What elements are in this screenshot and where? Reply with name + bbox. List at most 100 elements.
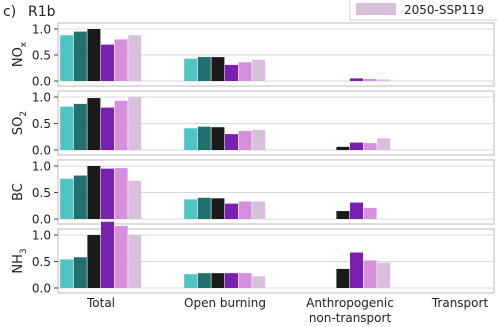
y-axis-label: NH3 (11, 248, 29, 273)
bar (184, 128, 198, 150)
y-axis-label-subscript: x (19, 41, 29, 47)
bar (377, 79, 391, 81)
bar (350, 78, 363, 81)
bar (238, 130, 252, 150)
chart-title: R1b (28, 4, 56, 20)
bar (252, 59, 266, 81)
bar (184, 274, 198, 288)
y-axis-label: BC (11, 183, 26, 201)
bar (197, 126, 211, 150)
y-axis-label-main: NO (11, 47, 26, 67)
y-tick-label: 0.5 (32, 255, 51, 269)
bar (377, 262, 391, 288)
bar (101, 44, 114, 81)
bar (252, 276, 266, 288)
y-axis-label-main: BC (11, 183, 26, 201)
bar (350, 142, 363, 150)
bar (238, 201, 252, 219)
x-tick-label: Transport (431, 296, 489, 310)
plot-area: 0.00.51.0NOx0.00.51.0SO20.00.51.0BC0.00.… (11, 22, 495, 325)
bar (211, 57, 225, 81)
legend-swatch (356, 3, 396, 15)
bar (60, 106, 74, 150)
y-tick-label: 1.0 (32, 91, 51, 105)
bar (225, 273, 238, 288)
bar (60, 35, 74, 81)
y-axis-label: NOx (11, 41, 29, 67)
bar (87, 166, 101, 219)
y-tick-label: 0.5 (32, 117, 51, 131)
bar (238, 62, 252, 81)
panel-label: c) (3, 4, 16, 20)
bar (211, 127, 225, 150)
legend-label: 2050-SSP119 (404, 3, 484, 17)
bar (377, 138, 391, 150)
bar (336, 146, 350, 150)
bar (225, 64, 238, 81)
bar (252, 129, 266, 150)
x-tick-label-line: Open burning (184, 296, 266, 310)
bar (363, 260, 377, 288)
bar (73, 103, 87, 150)
bar (211, 273, 225, 288)
bar (73, 175, 87, 219)
x-tick-label: Open burning (184, 296, 266, 310)
bar (363, 78, 377, 81)
y-tick-label: 1.0 (32, 229, 51, 243)
y-tick-label: 1.0 (32, 160, 51, 174)
y-axis-label-subscript: 3 (19, 248, 29, 254)
bar (114, 100, 128, 150)
bar (197, 197, 211, 219)
bar (238, 273, 252, 288)
bar (128, 97, 142, 150)
y-tick-label: 0.5 (32, 186, 51, 200)
x-tick-label: Total (86, 296, 115, 310)
bar (60, 178, 74, 219)
bar (197, 273, 211, 288)
bar (114, 39, 128, 81)
y-axis-label-subscript: 2 (19, 111, 29, 117)
bar (101, 221, 114, 288)
y-axis-label-main: SO (11, 117, 26, 135)
y-axis-label: SO2 (11, 111, 29, 135)
bar (252, 201, 266, 219)
x-tick-label-line: Total (86, 296, 115, 310)
bar (128, 235, 142, 288)
bar (73, 257, 87, 288)
bar (350, 202, 363, 219)
bar (87, 29, 101, 81)
x-tick-label: Anthropogenic non-transport (306, 296, 394, 325)
x-tick-label-line: non-transport (309, 311, 392, 325)
bar (87, 235, 101, 288)
bar (73, 31, 87, 82)
bar (336, 211, 350, 219)
x-tick-label-line: Transport (431, 296, 489, 310)
y-tick-label: 0.5 (32, 49, 51, 63)
bar (128, 180, 142, 219)
bar (101, 107, 114, 150)
bar (225, 134, 238, 150)
bar (60, 259, 74, 288)
bar (336, 268, 350, 288)
y-tick-label: 0.0 (32, 144, 51, 158)
y-axis-label-main: NH (11, 254, 26, 274)
x-tick-label-line: Anthropogenic (306, 296, 394, 310)
bar (184, 199, 198, 219)
bar (114, 168, 128, 219)
bar (363, 143, 377, 150)
y-tick-label: 0.0 (32, 282, 51, 296)
bar (87, 98, 101, 150)
bar (350, 252, 363, 288)
bar (197, 57, 211, 81)
bar (363, 207, 377, 219)
bar (225, 203, 238, 219)
y-tick-label: 1.0 (32, 23, 51, 37)
y-tick-label: 0.0 (32, 213, 51, 227)
bar (184, 58, 198, 81)
legend: 2050-SSP119 (349, 0, 497, 21)
bar (128, 35, 142, 81)
y-tick-label: 0.0 (32, 75, 51, 89)
bar (101, 168, 114, 219)
bar (114, 225, 128, 288)
